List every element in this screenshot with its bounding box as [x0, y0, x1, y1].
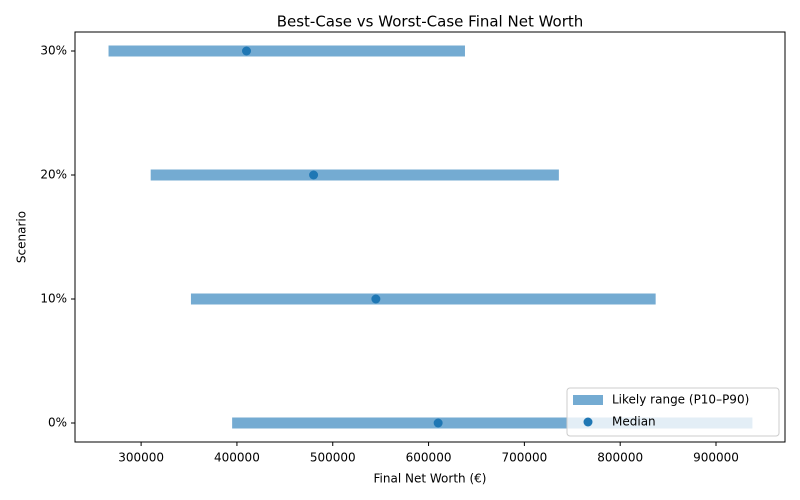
y-tick-label: 30% [40, 44, 67, 58]
legend-label: Likely range (P10–P90) [612, 393, 749, 407]
range-bar [232, 417, 753, 429]
x-axis-label: Final Net Worth (€) [374, 472, 487, 486]
y-tick-label: 10% [40, 292, 67, 306]
x-tick-label: 800000 [597, 451, 643, 465]
legend-box [566, 387, 780, 437]
chart-title: Best-Case vs Worst-Case Final Net Worth [277, 13, 584, 31]
x-tick-label: 900000 [693, 451, 739, 465]
x-tick-label: 500000 [310, 451, 356, 465]
x-tick-label: 300000 [118, 451, 164, 465]
x-tick-label: 400000 [214, 451, 260, 465]
median-dot [309, 170, 319, 180]
y-tick-label: 20% [40, 168, 67, 182]
median-dot [371, 294, 381, 304]
x-tick-label: 600000 [406, 451, 452, 465]
y-axis-label: Scenario [15, 211, 29, 263]
plot-frame [74, 31, 786, 443]
range-bar [150, 169, 559, 181]
median-dot [433, 418, 443, 428]
x-tick-label: 700000 [501, 451, 547, 465]
median-dot [242, 46, 252, 56]
legend-label: Median [612, 415, 656, 429]
range-bar [190, 293, 656, 305]
y-tick-label: 0% [48, 416, 67, 430]
legend-swatch [583, 417, 593, 427]
legend-swatch [573, 395, 603, 405]
range-bar [108, 45, 465, 57]
